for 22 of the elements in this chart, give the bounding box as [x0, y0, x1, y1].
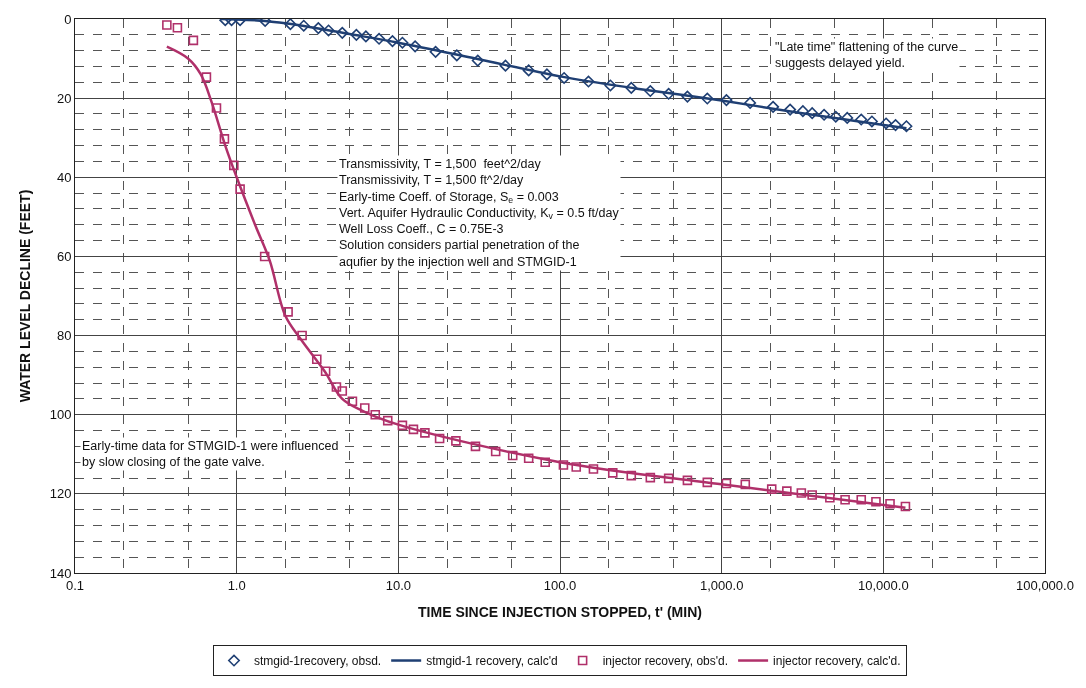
- y-tick-label: 60: [56, 248, 72, 264]
- x-tick-label: 1.0: [227, 577, 246, 593]
- y-tick-label: 0: [64, 11, 72, 27]
- annotation: Early-time data for STMGID-1 were influenced by slow closing of the gate valve.: [82, 439, 339, 470]
- legend-label: injector recovery, calc'd.: [773, 654, 901, 669]
- y-tick-label: 20: [56, 90, 72, 106]
- y-tick-label: 40: [56, 169, 72, 185]
- text: Transmissivity, T = 1,500 feet^2/day Transmissivity, T = 1,500 ft^2/day Early-time Coeff. of Storage, S$_{e}$ = 0.003 Vert. Aquifer Hydraulic Conductivity, K$_{v}$ = 0.5 ft/day Well Loss Coeff., C = 0.75E-3 Solution considers partial penetration of the aqufier by the injection well and STMGID-1: [339, 157, 619, 269]
- x-tick-label: 1,000.0: [699, 577, 744, 593]
- x-tick-label: 10.0: [385, 577, 411, 593]
- x-tick-label: 10,000.0: [858, 577, 909, 593]
- legend-label: injector recovery, obs'd.: [602, 654, 729, 669]
- x-tick-label: 100,000.0: [1016, 577, 1074, 593]
- x-axis-title: TIME SINCE INJECTION STOPPED, t' (MIN): [418, 603, 702, 620]
- legend-label: stmgid-1recovery, obsd.: [254, 654, 382, 669]
- y-tick-label: 80: [56, 328, 72, 344]
- y-axis-title: WATER LEVEL DECLINE (FEET): [17, 189, 34, 403]
- legend-label: stmgid-1 recovery, calc'd: [426, 654, 558, 669]
- y-tick-label: 120: [49, 486, 72, 502]
- x-tick-label: 100.0: [543, 577, 577, 593]
- y-tick-label: 100: [49, 407, 72, 423]
- annotation: "Late time" flattening of the curve suggests delayed yield.: [775, 40, 959, 71]
